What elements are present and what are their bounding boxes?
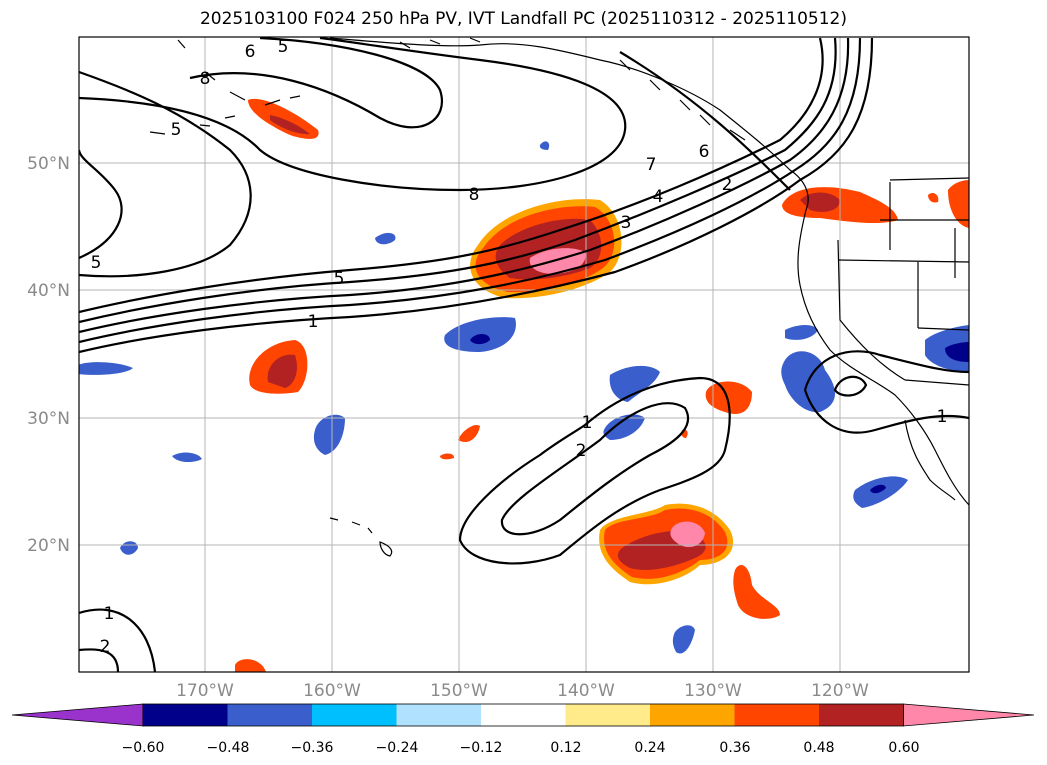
negative-anomaly: [945, 342, 969, 362]
lon-label: 160°W: [303, 681, 361, 701]
lon-label: 150°W: [430, 681, 488, 701]
colorbar-tick-label: 0.24: [634, 740, 665, 756]
map-title: 2025103100 F024 250 hPa PV, IVT Landfall…: [199, 9, 847, 29]
positive-anomaly: [267, 354, 297, 388]
coastlines: [149, 37, 969, 557]
colorbar-segment: [819, 704, 904, 726]
positive-anomaly: [440, 453, 455, 460]
colorbar-segment: [481, 704, 566, 726]
contour-label: 1: [104, 604, 115, 624]
negative-anomaly: [853, 476, 908, 508]
colorbar: −0.60 −0.48 −0.36 −0.24 −0.12 0.12 0.24 …: [11, 703, 1035, 756]
negative-anomaly: [120, 541, 138, 555]
lon-label: 120°W: [811, 681, 869, 701]
contour-label: 8: [469, 185, 480, 205]
negative-anomaly: [785, 325, 818, 340]
lat-label: 30°N: [27, 409, 70, 429]
positive-anomaly: [948, 180, 969, 228]
colorbar-tick-label: −0.60: [122, 740, 165, 756]
colorbar-tick-label: −0.48: [207, 740, 250, 756]
gridlines: [79, 37, 969, 672]
contour-label: 5: [171, 120, 182, 140]
contour-label: 1: [582, 413, 593, 433]
colorbar-tick-label: −0.24: [376, 740, 419, 756]
lat-label: 20°N: [27, 536, 70, 556]
colorbar-extend-max: [903, 703, 1035, 727]
contour-label: 5: [334, 269, 345, 289]
map-area: 1 2 3 4 5 6 7 8 5 8 1 2 1 2 1 5 6 5: [79, 37, 969, 672]
negative-anomaly: [539, 141, 550, 150]
contour-label: 7: [646, 155, 657, 175]
colorbar-tick-label: 0.48: [803, 740, 834, 756]
colorbar-tick-labels: −0.60 −0.48 −0.36 −0.24 −0.12 0.12 0.24 …: [122, 740, 920, 756]
colorbar-extend-min: [11, 703, 144, 727]
negative-anomaly: [470, 334, 490, 345]
contour-label: 3: [621, 213, 632, 233]
longitude-labels: 170°W 160°W 150°W 140°W 130°W 120°W: [176, 681, 869, 701]
positive-anomaly: [235, 659, 266, 672]
negative-anomaly: [609, 365, 660, 402]
colorbar-tick-label: 0.36: [719, 740, 750, 756]
contour-label: 5: [91, 253, 102, 273]
positive-anomaly: [705, 381, 752, 414]
contour-label: 1: [937, 407, 948, 427]
negative-anomaly: [672, 625, 695, 654]
contour-label: 2: [100, 637, 111, 657]
negative-anomaly: [172, 452, 202, 463]
contour-label: 1: [308, 312, 319, 332]
negative-anomaly: [870, 484, 886, 494]
contour-label: 4: [653, 187, 664, 207]
ivt-contours: [79, 37, 969, 672]
lat-label: 40°N: [27, 281, 70, 301]
contour-label: 6: [699, 142, 710, 162]
colorbar-tick-label: 0.60: [888, 740, 919, 756]
lon-label: 130°W: [684, 681, 742, 701]
colorbar-segment: [396, 704, 482, 726]
positive-anomaly: [928, 192, 939, 203]
positive-anomaly: [670, 521, 705, 548]
positive-anomaly: [733, 565, 780, 619]
contour-label: 5: [278, 37, 289, 57]
colorbar-segment: [565, 704, 651, 726]
colorbar-tick-label: −0.12: [460, 740, 503, 756]
latitude-labels: 50°N 40°N 30°N 20°N: [27, 154, 70, 556]
negative-anomaly: [603, 414, 645, 440]
lon-label: 170°W: [176, 681, 234, 701]
contour-label: 2: [722, 175, 733, 195]
colorbar-segment: [227, 704, 313, 726]
negative-anomaly: [79, 362, 133, 375]
lat-label: 50°N: [27, 154, 70, 174]
positive-anomaly: [800, 192, 840, 212]
positive-anomaly: [270, 115, 310, 135]
colorbar-segment: [312, 704, 397, 726]
lon-label: 140°W: [557, 681, 615, 701]
contour-label: 2: [576, 441, 587, 461]
colorbar-tick-label: 0.12: [550, 740, 581, 756]
colorbar-segment: [650, 704, 735, 726]
positive-anomaly: [458, 424, 480, 443]
contour-labels: 1 2 3 4 5 6 7 8 5 8 1 2 1 2 1 5 6 5: [91, 37, 948, 657]
negative-anomaly: [313, 414, 345, 455]
colorbar-segment: [734, 704, 820, 726]
colorbar-segments: [11, 703, 1035, 727]
colorbar-tick-label: −0.36: [291, 740, 334, 756]
colorbar-segment: [143, 704, 228, 726]
negative-anomaly: [375, 232, 396, 245]
map-frame: [78, 36, 970, 673]
colorbar-outline: [142, 703, 904, 727]
contour-label: 6: [245, 42, 256, 62]
contour-label: 8: [200, 69, 211, 89]
